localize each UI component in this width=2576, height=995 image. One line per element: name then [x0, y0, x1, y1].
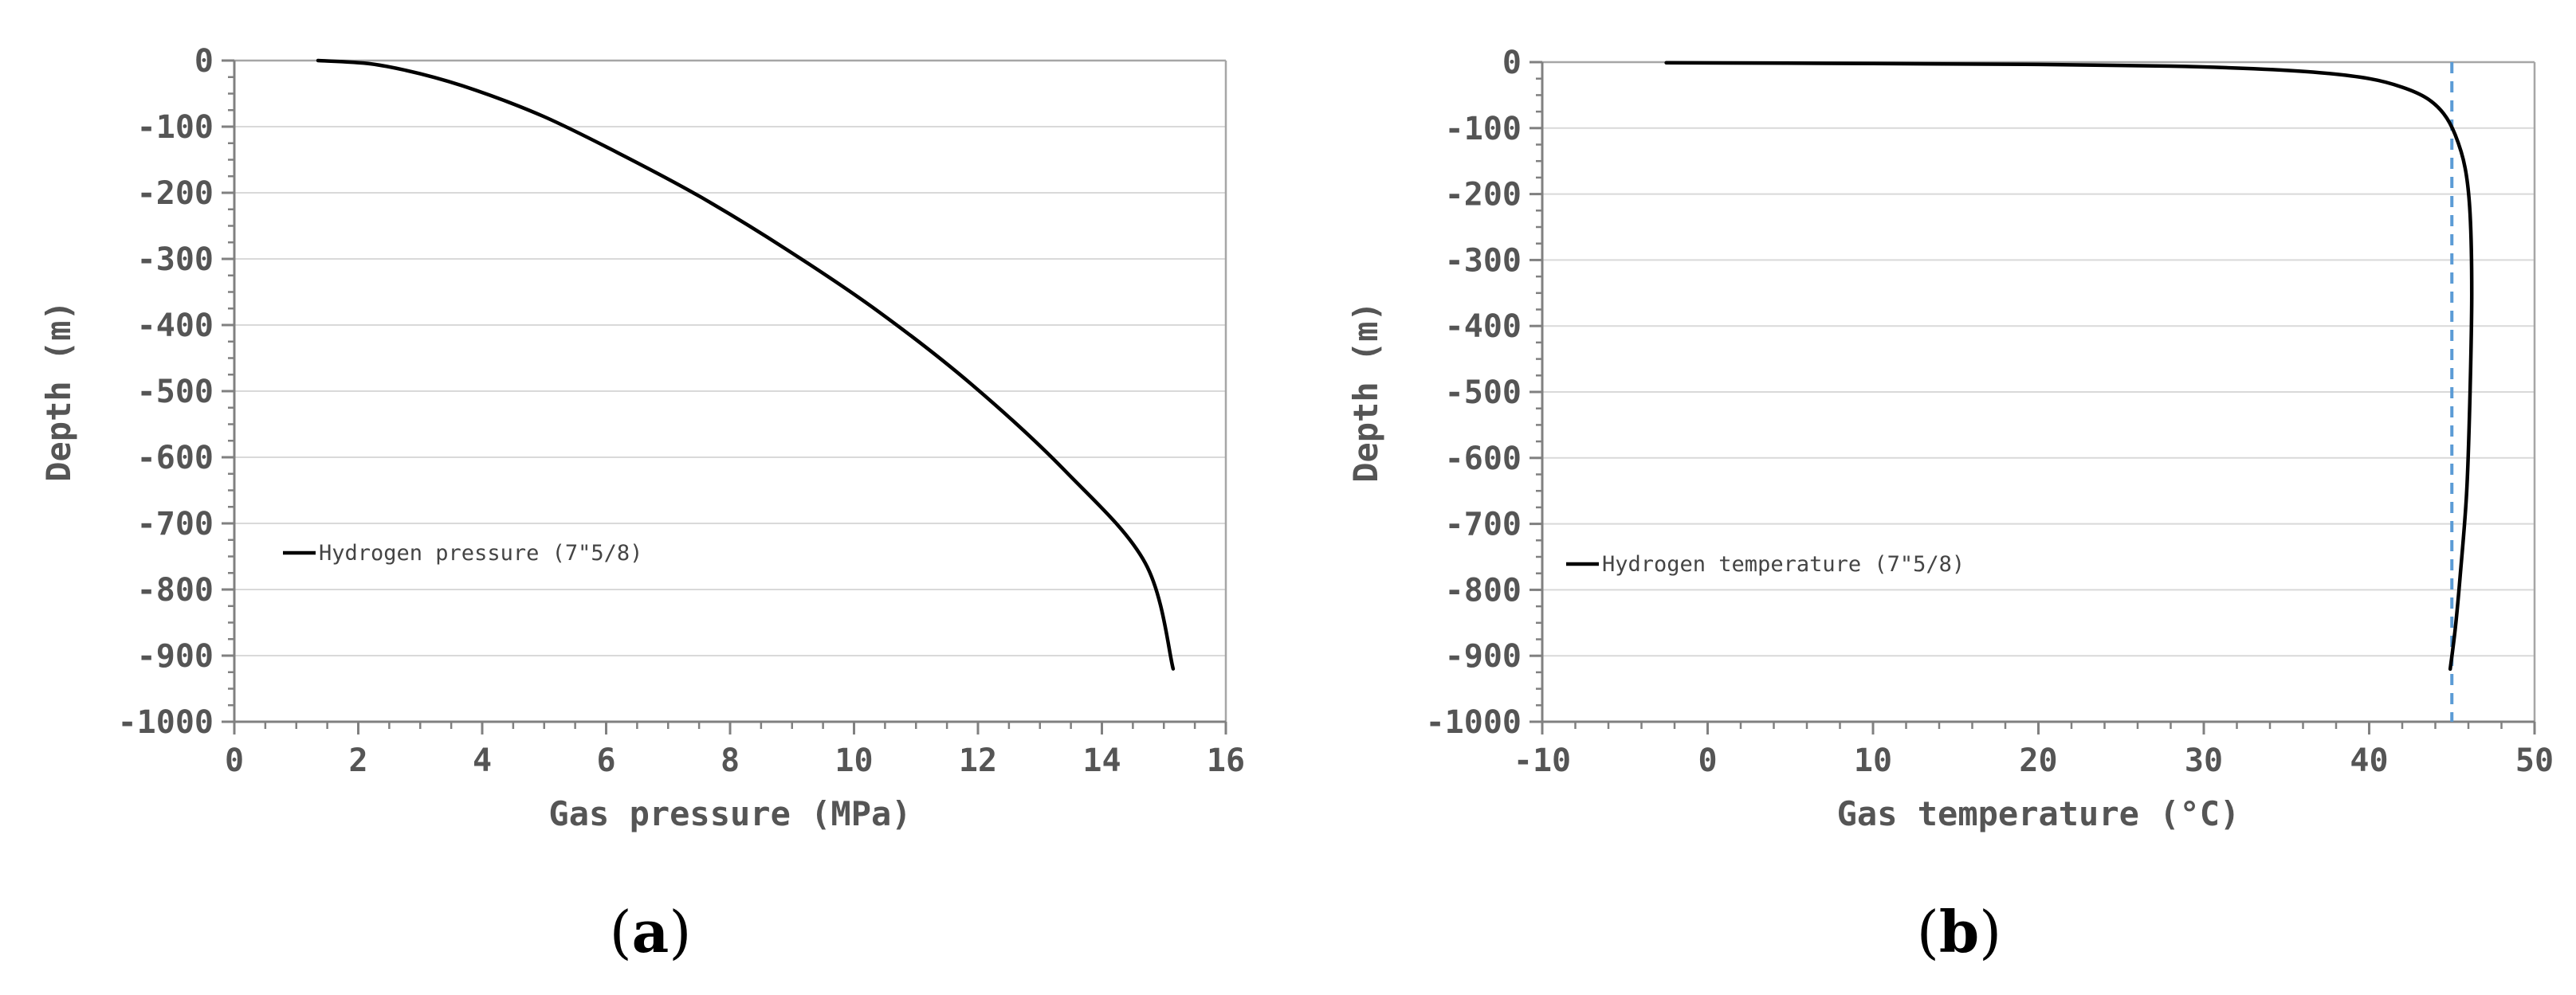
x-tick-label: -10 [1514, 742, 1571, 779]
x-tick-label: 2 [348, 742, 367, 779]
y-tick-label: -700 [1445, 507, 1522, 543]
x-tick-label: 40 [2350, 742, 2388, 779]
y-tick-label: -500 [1445, 374, 1522, 411]
x-tick-label: 8 [721, 742, 740, 779]
y-tick-label: -200 [137, 175, 214, 212]
y-tick-label: -400 [1445, 308, 1522, 345]
x-tick-label: 12 [959, 742, 997, 779]
x-tick-label: 0 [1698, 742, 1717, 779]
y-tick-label: -800 [1445, 572, 1522, 609]
y-tick-label: -500 [137, 374, 214, 410]
y-tick-label: -800 [137, 572, 214, 609]
x-tick-label: 0 [225, 742, 244, 779]
x-tick-label: 10 [1854, 742, 1892, 779]
panel-label: (b) [1917, 898, 2002, 966]
x-tick-label: 4 [473, 742, 492, 779]
y-tick-label: -900 [1445, 638, 1522, 675]
x-tick-label: 20 [2019, 742, 2057, 779]
x-tick-label: 16 [1207, 742, 1245, 779]
series-line [1664, 61, 2474, 672]
y-tick-label: -100 [1445, 111, 1522, 147]
y-axis-title: Depth (m) [1346, 301, 1385, 483]
chart-b: -10 0 10 20 30 40 500-100-200-300-400-500-600-… [1346, 45, 2554, 966]
y-tick-label: -600 [1445, 441, 1522, 477]
chart-a: 0 2 4 6 8 10 12 14 16 0 -100 -200 -300 -400 -500 -600 -7… [39, 43, 1245, 966]
y-tick-label: -400 [137, 308, 214, 344]
y-tick-label: -300 [1445, 242, 1522, 279]
y-tick-label: -300 [137, 241, 214, 278]
legend-label: Hydrogen temperature (7"5/8) [1602, 552, 1965, 577]
y-tick-label: -1000 [118, 704, 214, 741]
y-tick-label: 0 [194, 43, 214, 80]
x-tick-label: 14 [1082, 742, 1121, 779]
y-tick-label: -200 [1445, 177, 1522, 213]
x-axis-title: Gas pressure (MPa) [548, 794, 911, 833]
legend-label: Hydrogen pressure (7"5/8) [319, 541, 642, 566]
x-tick-label: 10 [834, 742, 873, 779]
y-tick-label: -1000 [1426, 704, 1522, 741]
y-axis-title: Depth (m) [39, 300, 78, 482]
x-tick-label: 6 [596, 742, 615, 779]
y-tick-label: -100 [137, 109, 214, 146]
y-tick-label: -900 [137, 638, 214, 675]
y-tick-label: -600 [137, 440, 214, 476]
x-tick-label: 30 [2185, 742, 2223, 779]
x-axis-title: Gas temperature (°C) [1837, 794, 2240, 833]
series-line [316, 58, 1176, 671]
panel-label: (a) [610, 898, 692, 966]
y-tick-label: 0 [1502, 45, 1522, 81]
x-tick-label: 50 [2515, 742, 2554, 779]
y-tick-label: -700 [137, 506, 214, 543]
